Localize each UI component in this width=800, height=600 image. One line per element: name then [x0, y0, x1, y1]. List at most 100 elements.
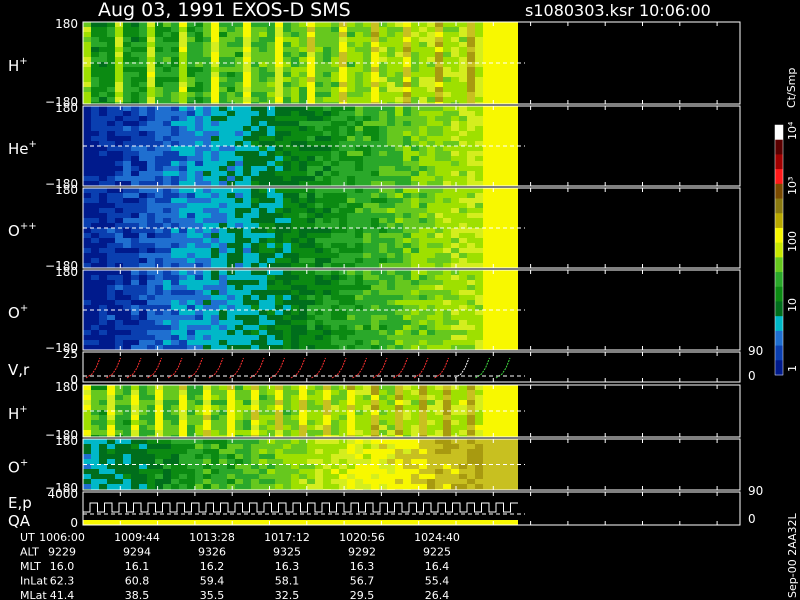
spectrogram-cell: [379, 213, 387, 218]
spectrogram-cell: [443, 47, 451, 52]
spectrogram-cell: [379, 131, 387, 136]
spectrogram-cell: [491, 305, 499, 310]
spectrogram-cell: [91, 435, 99, 437]
spectrogram-cell: [371, 188, 379, 193]
spectrogram-cell: [235, 243, 243, 248]
spectrogram-cell: [443, 243, 451, 248]
spectrogram-cell: [379, 330, 387, 335]
spectrogram-cell: [131, 97, 139, 102]
spectrogram-cell: [227, 385, 235, 390]
spectrogram-cell: [427, 410, 435, 415]
spectrogram-cell: [387, 385, 395, 390]
spectrogram-cell: [395, 92, 403, 97]
spectrogram-cell: [419, 435, 427, 437]
spectrogram-cell: [91, 484, 99, 489]
spectrogram-cell: [299, 52, 307, 57]
spectrogram-cell: [227, 102, 235, 104]
spectrogram-cell: [155, 263, 163, 268]
spectrogram-cell: [163, 136, 171, 141]
spectrogram-cell: [235, 203, 243, 208]
spectrogram-cell: [443, 320, 451, 325]
spectrogram-cell: [371, 87, 379, 92]
spectrogram-cell: [291, 146, 299, 151]
spectrogram-cell: [123, 47, 131, 52]
spectrogram-cell: [499, 285, 507, 290]
spectrogram-cell: [435, 151, 443, 156]
spectrogram-cell: [235, 325, 243, 330]
spectrogram-cell: [379, 37, 387, 42]
spectrogram-cell: [259, 405, 267, 410]
spectrogram-cell: [179, 62, 187, 67]
spectrogram-cell: [419, 305, 427, 310]
label-sup: +: [29, 139, 37, 150]
spectrogram-cell: [203, 208, 211, 213]
spectrogram-cell: [155, 92, 163, 97]
spectrogram-cell: [227, 335, 235, 340]
spectrogram-cell: [283, 156, 291, 161]
spectrogram-cell: [115, 454, 123, 459]
spectrogram-cell: [515, 82, 518, 87]
spectrogram-cell: [123, 106, 131, 111]
spectrogram-cell: [187, 484, 195, 489]
spectrogram-cell: [323, 67, 331, 72]
spectrogram-cell: [331, 92, 339, 97]
spectrogram-cell: [339, 330, 347, 335]
spectrogram-cell: [339, 238, 347, 243]
spectrogram-cell: [459, 57, 467, 62]
spectrogram-cell: [203, 27, 211, 32]
spectrogram-cell: [227, 400, 235, 405]
spectrogram-cell: [315, 400, 323, 405]
spectrogram-cell: [291, 77, 299, 82]
spectrogram-cell: [427, 469, 435, 474]
spectrogram-cell: [459, 270, 467, 275]
spectrogram-cell: [379, 22, 387, 27]
spectrogram-cell: [515, 420, 518, 425]
spectrogram-cell: [491, 270, 499, 275]
spectrogram-cell: [387, 335, 395, 340]
spectrogram-cell: [307, 315, 315, 320]
spectrogram-cell: [283, 111, 291, 116]
spectrogram-cell: [139, 320, 147, 325]
spectrogram-cell: [235, 193, 243, 198]
file-time: s1080303.ksr 10:06:00: [525, 1, 711, 20]
panel-label: V,r: [8, 361, 30, 379]
spectrogram-cell: [203, 136, 211, 141]
spectrogram-cell: [251, 340, 259, 345]
spectrogram-cell: [307, 238, 315, 243]
spectrogram-cell: [211, 146, 219, 151]
spectrogram-cell: [387, 213, 395, 218]
spectrogram-cell: [299, 340, 307, 345]
spectrogram-cell: [443, 454, 451, 459]
spectrogram-cell: [339, 285, 347, 290]
spectrogram-cell: [251, 126, 259, 131]
spectrogram-cell: [83, 223, 91, 228]
spectrogram-cell: [411, 280, 419, 285]
spectrogram-cell: [395, 345, 403, 350]
spectrogram-cell: [155, 420, 163, 425]
spectrogram-cell: [99, 290, 107, 295]
spectrogram-cell: [379, 474, 387, 479]
spectrogram-cell: [379, 439, 387, 444]
spectrogram-cell: [299, 385, 307, 390]
spectrogram-cell: [107, 208, 115, 213]
spectrogram-cell: [227, 47, 235, 52]
spectrogram-cell: [387, 136, 395, 141]
spectrogram-cell: [515, 111, 518, 116]
spectrogram-cell: [323, 27, 331, 32]
spectrogram-cell: [243, 420, 251, 425]
spectrogram-cell: [411, 156, 419, 161]
velocity-trace: [352, 357, 367, 379]
spectrogram-cell: [147, 188, 155, 193]
spectrogram-cell: [395, 385, 403, 390]
spectrogram-cell: [515, 320, 518, 325]
spectrogram-cell: [459, 345, 467, 350]
spectrogram-cell: [459, 87, 467, 92]
spectrogram-cell: [171, 305, 179, 310]
spectrogram-cell: [163, 430, 171, 435]
spectrogram-cell: [291, 57, 299, 62]
spectrogram-cell: [187, 430, 195, 435]
spectrogram-cell: [179, 263, 187, 268]
spectrogram-cell: [147, 474, 155, 479]
spectrogram-cell: [155, 385, 163, 390]
spectrogram-cell: [131, 405, 139, 410]
